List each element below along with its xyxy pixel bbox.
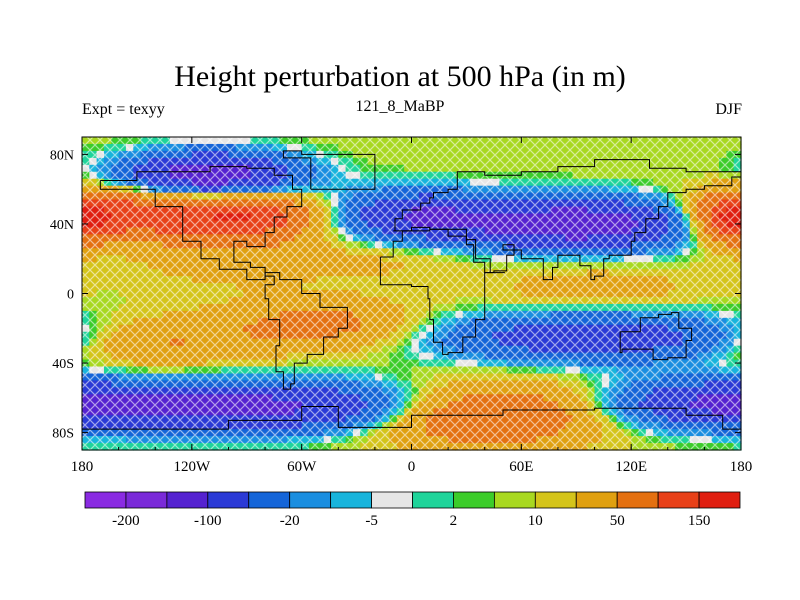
colorbar-swatch xyxy=(84,491,127,509)
colorbar-swatch xyxy=(166,491,209,509)
colorbar-label: 50 xyxy=(610,513,625,529)
x-tick-label: 180 xyxy=(71,459,94,475)
colorbar-swatch xyxy=(657,491,700,509)
colorbar: -200 -100 -20 -5 2 10 50 150 xyxy=(84,491,741,529)
run-label: 121_8_MaBP xyxy=(355,98,445,115)
x-axis: 180 120W 60W 0 60E 120E 180 xyxy=(71,137,753,475)
colorbar-swatch xyxy=(330,491,372,509)
coastline xyxy=(379,228,505,355)
colorbar-swatch xyxy=(289,491,332,509)
colorbar-label: 150 xyxy=(688,513,711,529)
coastline xyxy=(393,159,742,281)
y-tick-label: 40N xyxy=(50,218,74,233)
x-tick-label: 120E xyxy=(615,459,647,475)
chart-title: Height perturbation at 500 hPa (in m) xyxy=(174,60,626,93)
colorbar-label: -5 xyxy=(365,513,378,529)
y-axis: 80N 40N 0 40S 80S xyxy=(50,148,741,442)
x-tick-label: 60W xyxy=(287,459,317,475)
x-tick-label: 0 xyxy=(408,459,416,475)
colorbar-swatch xyxy=(493,491,536,509)
colorbar-swatch xyxy=(698,491,741,509)
experiment-label: Expt = texyy xyxy=(82,101,165,118)
colorbar-swatch xyxy=(575,491,618,509)
hatch-overlay xyxy=(82,137,741,450)
coastline xyxy=(264,272,348,390)
colorbar-swatch xyxy=(371,491,413,509)
y-tick-label: 40S xyxy=(52,357,74,372)
coastline xyxy=(82,406,741,430)
colorbar-label: 2 xyxy=(450,513,458,529)
colorbar-swatch xyxy=(453,491,495,509)
x-tick-label: 60E xyxy=(509,459,533,475)
colorbar-swatch xyxy=(412,491,454,509)
colorbar-swatch xyxy=(534,491,577,509)
colorbar-label: -20 xyxy=(280,513,300,529)
y-tick-label: 80S xyxy=(52,427,74,442)
y-tick-label: 80N xyxy=(50,148,74,163)
x-tick-label: 180 xyxy=(730,459,753,475)
colorbar-swatch xyxy=(207,491,250,509)
coastline xyxy=(619,312,693,361)
colorbar-swatch xyxy=(248,491,291,509)
colorbar-label: -200 xyxy=(112,513,140,529)
y-tick-label: 0 xyxy=(67,288,74,303)
x-tick-label: 120W xyxy=(173,459,211,475)
colorbar-label: -100 xyxy=(194,513,222,529)
colorbar-swatch xyxy=(616,491,659,509)
season-label: DJF xyxy=(715,101,742,118)
coastline-outlines xyxy=(82,150,742,430)
colorbar-label: 10 xyxy=(528,513,543,529)
coastline xyxy=(99,166,303,281)
colorbar-swatch xyxy=(125,491,168,509)
coastline xyxy=(282,150,376,190)
